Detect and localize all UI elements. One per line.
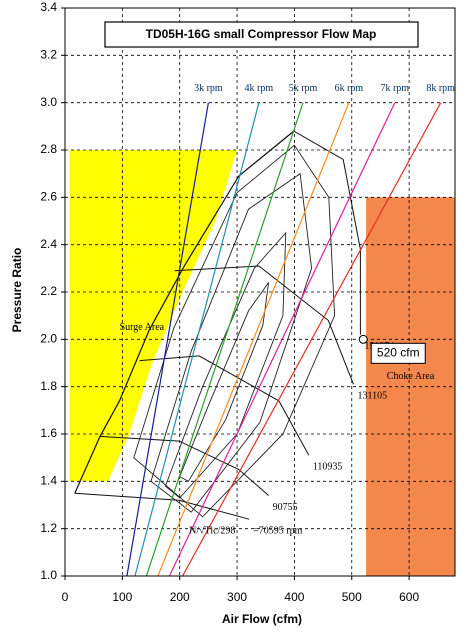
speed-line-label: 131105 [357, 391, 387, 402]
rpm-line [168, 102, 396, 577]
marker-label: 520 cfm [377, 346, 420, 360]
rpm-line-label: 7k rpm [380, 83, 409, 94]
region-label: Surge Area [120, 322, 165, 333]
y-tick-label: 2.2 [40, 284, 57, 298]
speed-line [139, 355, 310, 456]
rpm-line [157, 102, 350, 577]
x-tick-label: 600 [399, 590, 419, 604]
efficiency-contour [150, 172, 313, 513]
operating-point [358, 334, 368, 344]
y-tick-label: 3.0 [40, 95, 57, 109]
speed-line-label: =70595 rpm [253, 525, 302, 536]
x-tick-label: 500 [342, 590, 362, 604]
efficiency-contour [164, 231, 287, 499]
speed-line [74, 492, 250, 520]
speed-line [174, 265, 354, 385]
plot-frame [64, 7, 456, 577]
y-tick-label: 2.8 [40, 142, 57, 156]
x-tick-label: 200 [170, 590, 190, 604]
rpm-line [182, 102, 442, 577]
formula-label: N/√Tic/298 [189, 525, 235, 536]
x-tick-label: 400 [284, 590, 304, 604]
rpm-line [126, 102, 209, 577]
x-tick-label: 0 [62, 590, 69, 604]
speed-line [238, 130, 361, 335]
y-tick-label: 2.4 [40, 237, 57, 251]
speed-line-label: 110935 [313, 462, 343, 473]
y-tick-label: 1.6 [40, 426, 57, 440]
rpm-line-label: 4k rpm [245, 83, 274, 94]
y-tick-label: 1.4 [40, 474, 57, 488]
y-tick-label: 3.4 [40, 0, 57, 14]
y-tick-label: 2.6 [40, 190, 57, 204]
x-axis-label: Air Flow (cfm) [222, 612, 302, 626]
region-label: Choke Area [387, 371, 435, 382]
rpm-line [145, 102, 304, 577]
efficiency-contour [179, 282, 270, 482]
marker-label-box [370, 342, 426, 364]
rpm-line-label: 8k rpm [426, 83, 455, 94]
y-tick-label: 1.0 [40, 568, 57, 582]
y-tick-label: 3.2 [40, 48, 57, 62]
rpm-line [134, 102, 260, 577]
rpm-line-label: 6k rpm [335, 83, 364, 94]
y-tick-label: 1.8 [40, 379, 57, 393]
rpm-line-label: 5k rpm [289, 83, 318, 94]
rpm-line-label: 3k rpm [194, 83, 223, 94]
plot-area [61, 7, 455, 580]
title-box [104, 21, 419, 48]
y-tick-label: 1.2 [40, 521, 57, 535]
y-tick-label: 2.0 [40, 332, 57, 346]
y-axis-label: Pressure Ratio [10, 248, 24, 333]
x-tick-label: 100 [112, 590, 132, 604]
region [69, 150, 238, 482]
speed-line-label: 90755 [273, 502, 298, 513]
chart-title: TD05H-16G small Compressor Flow Map [146, 27, 377, 41]
speed-line [99, 435, 269, 496]
x-tick-label: 300 [227, 590, 247, 604]
